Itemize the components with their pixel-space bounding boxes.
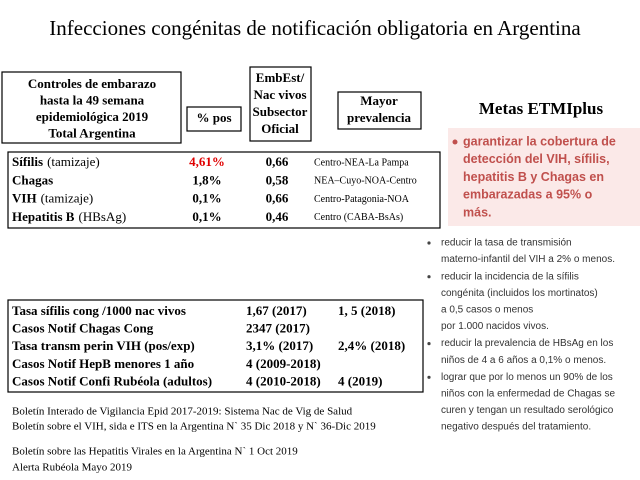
goal-text: congénita (incluidos los mortinatos) — [441, 288, 598, 299]
goal-text: niños con la enfermedad de Chagas se — [441, 389, 615, 400]
value: 1, 5 (2018) — [338, 303, 395, 318]
goal-text: reducir la prevalencia de HBsAg en los — [441, 338, 613, 349]
header-label: Subsector — [253, 104, 308, 119]
method: (HBsAg) — [78, 209, 126, 224]
goal-text: curen y tengan un resultado serológico — [441, 405, 614, 416]
header-label: % pos — [196, 110, 231, 125]
goal-text: a 0,5 casos o menos — [441, 305, 533, 316]
goal-text: reducir la tasa de transmisión — [441, 238, 572, 249]
reference: Boletín sobre las Hepatitis Virales en l… — [12, 446, 298, 458]
indicator: Tasa transm perin VIH (pos/exp) — [12, 338, 195, 353]
bullet — [427, 241, 431, 245]
header-label: Mayor — [360, 93, 398, 108]
indicator: Casos Notif Confi Rubéola (adultos) — [12, 373, 212, 388]
ratio: 0,66 — [266, 191, 289, 206]
bullet — [427, 375, 431, 379]
highlight-panel — [448, 128, 640, 226]
ratio: 0,58 — [266, 172, 289, 187]
disease: Sífilis — [12, 154, 43, 169]
header-label: hasta la 49 semana — [40, 92, 145, 107]
header-label: prevalencia — [347, 110, 412, 125]
percent: 1,8% — [192, 172, 221, 187]
goal-main: garantizar la cobertura de — [463, 134, 616, 148]
goal-text: reducir la incidencia de la sífilis — [441, 271, 579, 282]
percent: 4,61% — [189, 154, 225, 169]
table-box — [7, 151, 441, 229]
region: Centro-NEA-La Pampa — [314, 157, 409, 168]
row-name: Sífilis (tamizaje) — [12, 154, 100, 169]
goal-text: negativo después del tratamiento. — [441, 422, 591, 433]
goal-main: hepatitis B y Chagas en — [463, 170, 604, 184]
value: 2,4% (2018) — [338, 338, 405, 353]
header-label: Nac vivos — [253, 87, 306, 102]
row-name: Chagas — [12, 172, 53, 187]
indicator: Casos Notif HepB menores 1 año — [12, 356, 194, 371]
ratio: 0,46 — [266, 209, 289, 224]
disease: VIH — [12, 191, 37, 206]
disease: Chagas — [12, 172, 53, 187]
method: (tamizaje) — [41, 191, 94, 206]
goal-text: por 1.000 nacidos vivos. — [441, 321, 549, 332]
bullet — [452, 139, 458, 145]
value: 3,1% (2017) — [246, 338, 313, 353]
value: 4 (2019) — [338, 373, 382, 388]
indicator: Tasa sífilis cong /1000 nac vivos — [12, 303, 186, 318]
header-label: EmbEst/ — [256, 70, 305, 85]
value: 4 (2010-2018) — [246, 373, 321, 388]
table-box — [7, 299, 424, 393]
goal-main: más. — [463, 205, 492, 219]
goal-main: detección del VIH, sífilis, — [463, 152, 610, 166]
method: (tamizaje) — [47, 154, 100, 169]
region: Centro-Patagonia-NOA — [314, 194, 410, 205]
header-label: Controles de embarazo — [28, 76, 156, 91]
goal-main: embarazadas a 95% o — [463, 188, 593, 202]
metas-title: Metas ETMIplus — [479, 99, 604, 118]
reference: Boletín sobre el VIH, sida e ITS en la A… — [12, 421, 376, 433]
value: 2347 (2017) — [246, 321, 310, 336]
bullet — [427, 275, 431, 279]
reference: Alerta Rubéola Mayo 2019 — [12, 462, 133, 474]
header-label: Oficial — [261, 121, 299, 136]
indicator: Casos Notif Chagas Cong — [12, 321, 154, 336]
goal-text: niños de 4 a 6 años a 0,1% o menos. — [441, 355, 606, 366]
slide-title: Infecciones congénitas de notificación o… — [49, 16, 581, 40]
row-name: Hepatitis B (HBsAg) — [12, 209, 126, 224]
header-label: Total Argentina — [48, 125, 136, 140]
reference: Boletín Interado de Vigilancia Epid 2017… — [12, 406, 353, 418]
ratio: 0,66 — [266, 154, 289, 169]
header-box — [337, 91, 422, 130]
disease: Hepatitis B — [12, 209, 75, 224]
goal-text: materno-infantil del VIH a 2% o menos. — [441, 254, 615, 265]
header-label: epidemiológica 2019 — [36, 109, 149, 124]
value: 4 (2009-2018) — [246, 356, 321, 371]
row-name: VIH (tamizaje) — [12, 191, 93, 206]
percent: 0,1% — [192, 209, 221, 224]
percent: 0,1% — [192, 191, 221, 206]
bullet — [427, 342, 431, 346]
value: 1,67 (2017) — [246, 303, 307, 318]
header-box — [186, 106, 242, 132]
region: NEA–Cuyo-NOA-Centro — [314, 176, 417, 187]
header-box — [1, 71, 182, 144]
region: Centro (CABA-BsAs) — [314, 212, 403, 223]
header-box — [249, 66, 312, 142]
goal-text: lograr que por lo menos un 90% de los — [441, 372, 613, 383]
